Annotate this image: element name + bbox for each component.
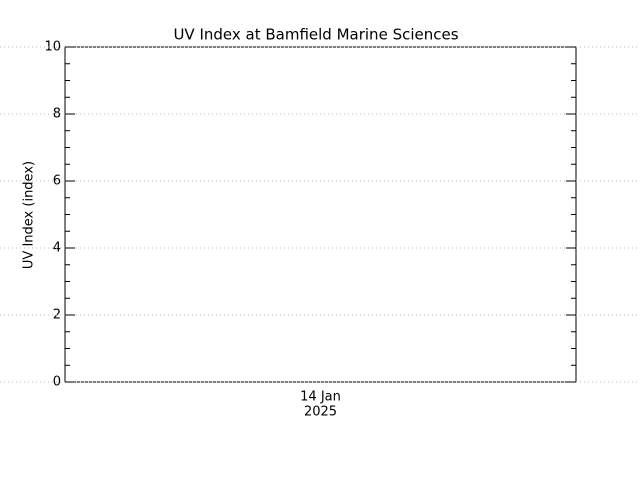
y-axis-label: UV Index (index) [22,161,37,269]
chart-title: UV Index at Bamfield Marine Sciences [173,26,458,44]
plot-frame [64,46,577,383]
x-tick-label: 14 Jan [300,390,341,405]
x-tick-label: 2025 [304,405,337,420]
